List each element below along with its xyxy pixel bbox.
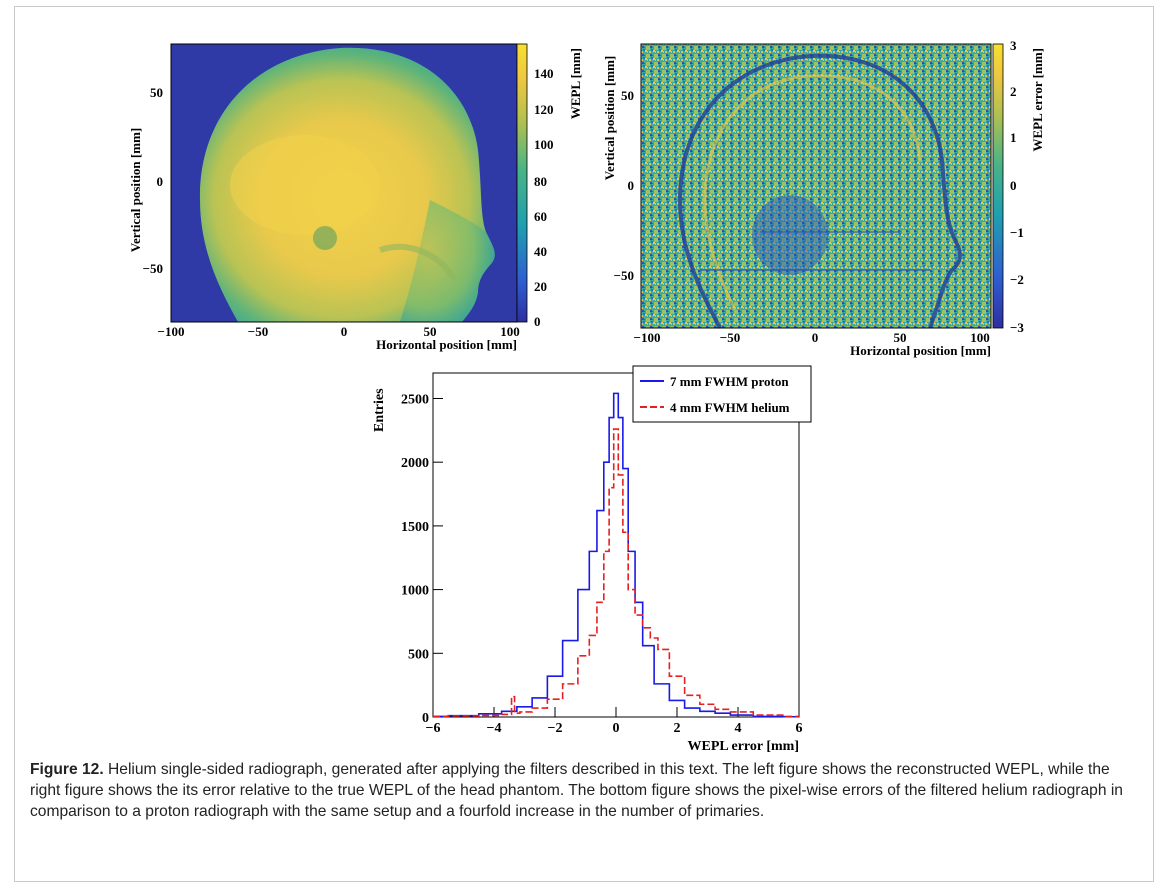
right-xlabel: Horizontal position [mm]: [850, 343, 991, 358]
x-tick-label: 6: [796, 721, 803, 736]
y-tick-label: 1500: [401, 520, 429, 535]
left-ztick: 40: [534, 244, 547, 259]
left-xtick: 0: [341, 324, 348, 339]
right-ztick: −3: [1010, 320, 1024, 335]
histogram-series: [433, 392, 799, 718]
left-colorbar: [517, 44, 527, 322]
histogram-xtick-labels: −6 −4 −2 0 2 4 6: [426, 721, 803, 736]
right-ytick: 50: [621, 88, 634, 103]
right-ztick: −1: [1010, 225, 1024, 240]
left-ytick: 0: [157, 174, 164, 189]
left-ytick: 50: [150, 85, 163, 100]
right-xtick: −100: [634, 330, 661, 345]
right-xtick: 100: [970, 330, 990, 345]
left-xlabel: Horizontal position [mm]: [376, 337, 517, 352]
right-error-panel: −100 −50 0 50 100 50 0 −50 3 2 1 0 −1 −2…: [602, 38, 1045, 358]
left-radiograph-panel: −100 −50 0 50 100 50 0 −50 140 120 100 8…: [128, 43, 583, 352]
histogram-legend: 7 mm FWHM proton 4 mm FWHM helium: [632, 365, 812, 423]
right-xtick: −50: [720, 330, 740, 345]
right-xtick: 0: [812, 330, 819, 345]
head-outline-error: [677, 53, 962, 329]
x-tick-label: 4: [735, 721, 742, 736]
figure-frame: [14, 6, 1154, 882]
y-tick-label: 1000: [401, 584, 429, 599]
x-tick-label: −4: [487, 721, 502, 736]
right-xtick: 50: [894, 330, 907, 345]
x-tick-label: 0: [613, 721, 620, 736]
right-colorbar: [993, 44, 1003, 328]
right-ztick: 0: [1010, 178, 1017, 193]
y-tick-label: 2000: [401, 456, 429, 471]
legend-label-proton: 7 mm FWHM proton: [670, 374, 789, 389]
x-tick-label: −2: [548, 721, 563, 736]
right-plot-frame: [640, 43, 992, 329]
left-xtick: 100: [500, 324, 520, 339]
right-ylabel: Vertical position [mm]: [602, 56, 617, 180]
right-colorbar-frame: [992, 43, 1004, 329]
figure-caption-text: Helium single-sided radiograph, generate…: [30, 761, 1123, 820]
histogram-frame: [432, 372, 800, 718]
legend-box: [632, 365, 812, 423]
left-ztick: 0: [534, 314, 541, 329]
y-tick-label: 0: [422, 711, 429, 726]
helium-histogram-line: [433, 428, 799, 718]
right-zlabel: WEPL error [mm]: [1030, 48, 1045, 152]
y-tick-label: 500: [408, 647, 429, 662]
legend-label-helium: 4 mm FWHM helium: [670, 400, 790, 415]
figure-label: Figure 12.: [30, 761, 104, 778]
right-ztick: 2: [1010, 84, 1017, 99]
right-error-map: [641, 44, 991, 328]
skull-ring-error: [703, 74, 922, 311]
right-ztick: −2: [1010, 272, 1024, 287]
ear-canal-feature: [313, 226, 337, 250]
left-ytick: −50: [143, 261, 163, 276]
right-ztick: 3: [1010, 38, 1017, 53]
left-ztick: 80: [534, 174, 547, 189]
skull-bright-region: [230, 135, 380, 235]
proton-histogram-line: [433, 392, 799, 718]
left-ztick: 100: [534, 137, 554, 152]
right-ytick: −50: [614, 268, 634, 283]
face-region: [400, 200, 495, 322]
right-ztick: 1: [1010, 130, 1017, 145]
left-xtick: 50: [424, 324, 437, 339]
x-tick-label: −6: [426, 721, 441, 736]
brain-region-error: [752, 195, 828, 275]
right-ytick: 0: [628, 178, 635, 193]
left-zlabel: WEPL [mm]: [568, 48, 583, 119]
left-xtick: −50: [248, 324, 268, 339]
jaw-feature: [379, 243, 458, 282]
histogram-xlabel: WEPL error [mm]: [688, 739, 799, 754]
left-ztick: 120: [534, 102, 554, 117]
left-ztick: 60: [534, 209, 547, 224]
error-histogram: −6 −4 −2 0 2 4 6 0 500 1000 1500 2000 2500 WEPL err…: [372, 365, 812, 754]
left-xtick: −100: [158, 324, 185, 339]
left-ylabel: Vertical position [mm]: [128, 128, 143, 252]
y-tick-label: 2500: [401, 392, 429, 407]
histogram-ylabel: Entries: [372, 388, 387, 432]
left-colorbar-frame: [516, 43, 528, 323]
x-tick-label: 2: [674, 721, 681, 736]
left-ztick: 20: [534, 279, 547, 294]
histogram-ytick-labels: 0 500 1000 1500 2000 2500: [401, 392, 429, 726]
figure-caption: Figure 12. Helium single-sided radiograp…: [30, 759, 1140, 822]
left-ztick: 140: [534, 66, 554, 81]
